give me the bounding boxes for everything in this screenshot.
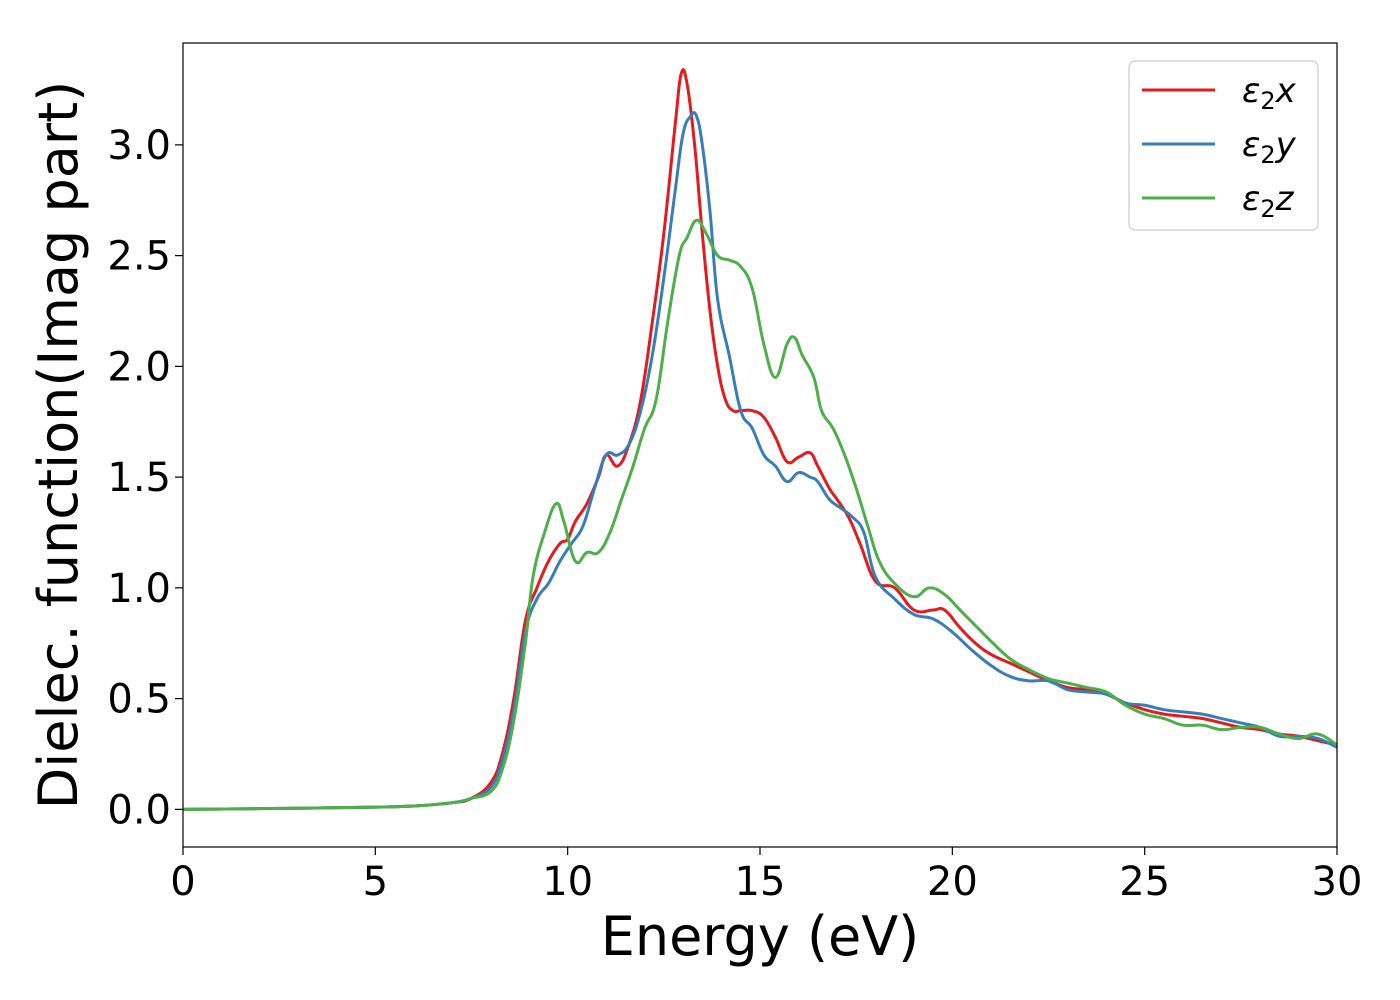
x-axis-label: Energy (eV): [601, 905, 920, 968]
legend: ε2x ε2y ε2z: [1128, 60, 1319, 231]
x-tick-label: 0: [170, 859, 195, 905]
y-tick-label: 1.5: [107, 455, 171, 501]
x-tick-label: 25: [1119, 859, 1170, 905]
series-layer: [182, 68, 1338, 811]
y-tick-label: 1.0: [107, 566, 171, 612]
x-tick-label: 15: [735, 859, 786, 905]
legend-box: [1128, 60, 1319, 231]
y-tick-label: 0.5: [107, 677, 171, 723]
y-tick-label: 0.0: [107, 787, 171, 833]
y-axis-label: Dielec. function(Imag part): [27, 81, 90, 810]
legend-label-y: ε2y: [1242, 125, 1297, 169]
y-tick-label: 3.0: [107, 123, 171, 169]
x-tick-label: 5: [363, 859, 388, 905]
y-tick-label: 2.0: [107, 344, 171, 390]
x-axis-ticks: 0 5 10 15 20 25 30: [170, 847, 1362, 905]
y-axis-ticks: 0.0 0.5 1.0 1.5 2.0 2.5 3.0: [107, 123, 183, 833]
x-tick-label: 10: [542, 859, 593, 905]
y-tick-label: 2.5: [107, 234, 171, 280]
series-line-z: [182, 218, 1338, 811]
legend-label-x: ε2x: [1242, 71, 1297, 115]
x-tick-label: 20: [927, 859, 978, 905]
legend-label-z: ε2z: [1242, 179, 1295, 223]
x-tick-label: 30: [1312, 859, 1363, 905]
